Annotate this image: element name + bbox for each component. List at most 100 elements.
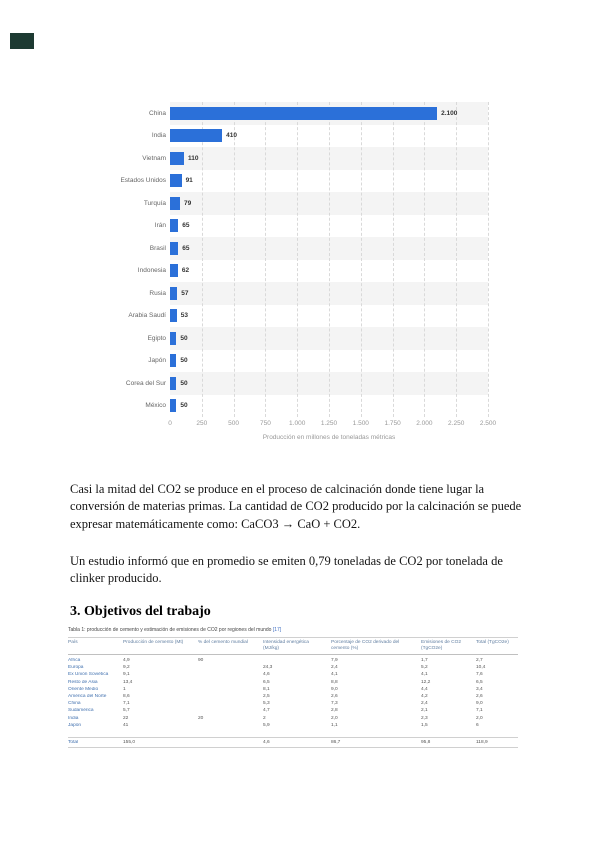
category-label: Estados Unidos	[120, 177, 166, 185]
table-cell: 7,1	[476, 708, 483, 714]
value-label: 50	[180, 357, 188, 365]
table-cell: 3,4	[476, 686, 483, 692]
table-row: Oriente Medio 1 8,1 9,0 4,4 3,4	[68, 686, 518, 693]
category-label: Egipto	[147, 334, 166, 342]
category-label: Brasil	[149, 244, 166, 252]
table-caption-ref: [17]	[272, 627, 282, 633]
table-cell: 8,8	[331, 679, 338, 685]
table-cell: 95,8	[421, 739, 431, 745]
table-cell	[198, 740, 263, 745]
bar	[170, 106, 438, 120]
category-label: México	[145, 402, 166, 410]
chart-row: Estados Unidos 91	[96, 170, 488, 193]
table-cell: Oriente Medio	[68, 686, 99, 692]
category-label: Vietnam	[142, 154, 166, 162]
chart-row: México 50	[96, 395, 488, 418]
table-row: Europa 9,2 24,3 2,4 5,2 10,4	[68, 664, 518, 671]
table-header-cell: Total (TgCO2e)	[476, 640, 509, 645]
x-tick-label: 250	[196, 420, 208, 427]
table-cell: 2,4	[421, 701, 428, 707]
x-tick-label: 1.000	[289, 420, 306, 427]
chart-row: Turquía 79	[96, 192, 488, 215]
x-tick-label: 2.000	[416, 420, 433, 427]
table-cell: Ex Unión Soviética	[68, 672, 109, 678]
chart-rows: China 2.100 India 410 Vietnam 110 Estados Unid…	[96, 102, 489, 418]
table-cell: 4,4	[421, 686, 428, 692]
bar	[170, 241, 179, 255]
table-cell: 6,5	[476, 679, 483, 685]
table-cell: 1,5	[421, 722, 428, 728]
table-cell: 4,9	[123, 658, 130, 664]
table-cell: 5,3	[263, 701, 270, 707]
table-cell: 7,6	[476, 672, 483, 678]
category-label: Indonesia	[137, 267, 166, 275]
gridline	[488, 102, 489, 417]
table-cell: 12,2	[421, 679, 431, 685]
table-header-cell: Porcentaje de CO2 derivado del cemento (…	[331, 640, 400, 651]
chart-row: Rusia 57	[96, 282, 488, 305]
table-cell: 7,1	[123, 701, 130, 707]
table-cell: 20	[198, 715, 204, 721]
table-caption: Tabla 1: producción de cemento y estimac…	[68, 627, 518, 633]
table-cell: Sudamérica	[68, 708, 94, 714]
table-cell: América del Norte	[68, 694, 107, 700]
table-cell: 4,1	[421, 672, 428, 678]
table-cell: 86,7	[331, 739, 341, 745]
plot-band: 50	[170, 395, 488, 418]
plot-band: 62	[170, 260, 488, 283]
table-cell: 2,4	[331, 665, 338, 671]
bar	[170, 354, 177, 368]
table-cell: 24,3	[263, 665, 273, 671]
plot-band: 57	[170, 282, 488, 305]
value-label: 65	[182, 244, 190, 252]
table-row: India 22 20 2 2,0 2,3 2,0	[68, 715, 518, 722]
table-cell: 2,1	[421, 708, 428, 714]
table-cell: 1,1	[331, 722, 338, 728]
chart-row: Irán 65	[96, 215, 488, 238]
table-cell: 118,9	[476, 739, 488, 745]
category-label: Turquía	[143, 199, 166, 207]
x-tick-label: 750	[259, 420, 271, 427]
plot-band: 65	[170, 215, 488, 238]
x-axis: Producción en millones de toneladas métr…	[96, 420, 496, 441]
table-cell: 2,6	[476, 694, 483, 700]
chart-row: Vietnam 110	[96, 147, 488, 170]
chart-row: Japón 50	[96, 350, 488, 373]
table-cell: 4,6	[263, 739, 270, 745]
table-cell: India	[68, 715, 79, 721]
table-row: África 4,9 90 7,9 1,7 2,7	[68, 657, 518, 664]
table-cell: 7,3	[331, 701, 338, 707]
value-label: 53	[180, 312, 188, 320]
table-row: Sudamérica 5,7 4,7 2,8 2,1 7,1	[68, 707, 518, 714]
bar	[170, 196, 181, 210]
table-cell: 2,7	[476, 658, 483, 664]
chart-row: Egipto 50	[96, 327, 488, 350]
table-cell: 4,6	[263, 672, 270, 678]
category-label: Japón	[148, 357, 166, 365]
table-cell: Total	[68, 739, 79, 745]
table-row: Ex Unión Soviética 9,1 4,6 4,1 4,1 7,6	[68, 671, 518, 678]
section-heading: 3. Objetivos del trabajo	[70, 604, 211, 619]
table-body: África 4,9 90 7,9 1,7 2,7 Europa 9,2 24,3 2,4 5,2 1…	[68, 655, 518, 731]
table-header-row: País Producción de cemento (Mt) % del ceme…	[68, 637, 518, 655]
table-cell: 9,1	[123, 672, 130, 678]
value-label: 79	[184, 199, 192, 207]
x-tick-label: 500	[228, 420, 240, 427]
table-cell: 6,5	[263, 679, 270, 685]
table-cell: 8,6	[123, 694, 130, 700]
category-label: China	[149, 109, 166, 117]
table-header-cell: Emisiones de CO2 (TgCO2e)	[421, 640, 461, 651]
table-cell: 22	[123, 715, 129, 721]
bar	[170, 129, 223, 143]
table-cell: 2,0	[331, 715, 338, 721]
bar	[170, 264, 178, 278]
table-cell: Resto de Asia	[68, 679, 98, 685]
table-cell: 6	[476, 722, 479, 728]
chart-row: China 2.100	[96, 102, 488, 125]
table-cell: 1,7	[421, 658, 428, 664]
value-label: 50	[180, 379, 188, 387]
plot-band: 110	[170, 147, 488, 170]
category-label: Corea del Sur	[125, 379, 166, 387]
plot-band: 50	[170, 350, 488, 373]
table-cell: 2	[263, 715, 266, 721]
